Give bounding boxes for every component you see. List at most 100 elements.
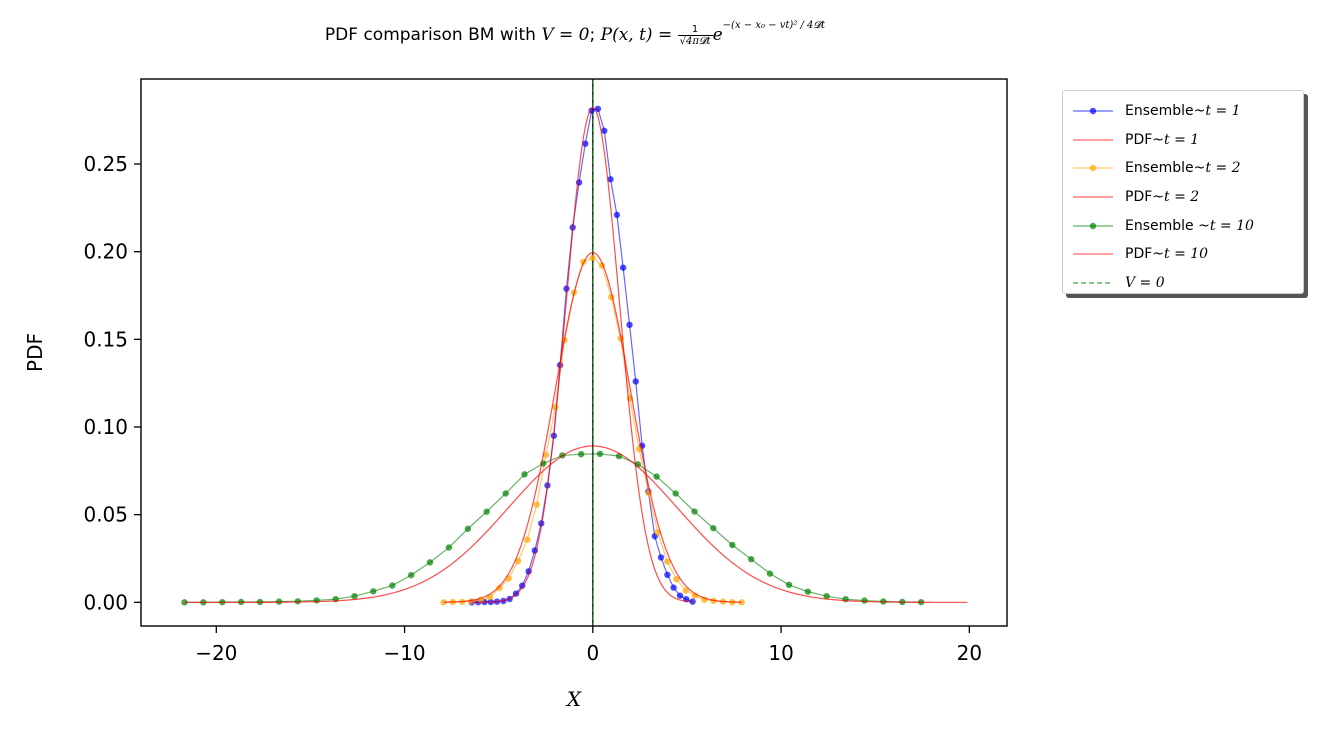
legend-label-math: t = 2: [1205, 160, 1241, 177]
data-point-ensemble-t-10: [804, 588, 812, 595]
data-point-ensemble-t-10: [653, 473, 660, 480]
data-point-ensemble-t-10: [483, 508, 490, 515]
data-point-ensemble-t-2: [496, 584, 503, 592]
data-point-ensemble-t-10: [502, 490, 509, 497]
data-point-ensemble-t-1: [657, 554, 665, 561]
legend-label: V = 0: [1125, 275, 1165, 291]
x-axis-label: X: [565, 687, 582, 711]
legend-item: V = 0: [1071, 269, 1295, 298]
title-exp-base: e: [712, 25, 723, 45]
legend-label-prefix: PDF~: [1125, 246, 1165, 263]
x-tick-label: 10: [768, 641, 793, 665]
axes-frame: [140, 78, 1008, 627]
data-point-ensemble-t-10: [710, 524, 717, 532]
data-point-ensemble-t-10: [766, 570, 774, 577]
x-tick-label: 20: [957, 641, 982, 665]
ticks-layer: −20 −10 0 10 20 0.00 0.05 0.10 0.15 0.20 0.25: [83, 152, 982, 665]
x-tick-label: 0: [586, 641, 599, 665]
legend-swatch: [1073, 108, 1113, 115]
x-tick-label: −20: [195, 641, 237, 665]
legend-swatch: [1073, 222, 1113, 229]
data-point-ensemble-t-10: [407, 571, 415, 579]
legend: Ensemble~t = 1 PDF~t = 1 Ensemble~t = 2 PDF…: [1062, 90, 1304, 294]
legend-swatch: [1073, 139, 1113, 141]
data-point-ensemble-t-2: [738, 599, 745, 606]
data-point-ensemble-t-2: [673, 575, 680, 583]
data-point-ensemble-t-1: [664, 571, 671, 579]
series-line-ensemble-t-10: [184, 453, 922, 603]
data-point-ensemble-t-2: [589, 254, 596, 262]
legend-label-prefix: PDF~: [1125, 189, 1165, 206]
data-point-ensemble-t-2: [663, 558, 671, 565]
title-condition: V = 0: [541, 25, 590, 45]
data-point-ensemble-t-2: [533, 501, 540, 508]
title-separator: ;: [589, 25, 601, 45]
legend-label-math: t = 2: [1164, 189, 1200, 206]
y-axis-label: PDF: [23, 333, 47, 372]
data-point-ensemble-t-2: [514, 557, 522, 565]
data-point-ensemble-t-1: [582, 140, 589, 147]
title-formula-lhs: P(x, t) =: [600, 25, 678, 45]
data-point-ensemble-t-10: [294, 598, 302, 605]
x-tick-label: −10: [383, 641, 425, 665]
data-point-ensemble-t-1: [601, 127, 608, 134]
chart-title: PDF comparison BM with V = 0; P(x, t) = …: [0, 20, 1150, 47]
data-point-ensemble-t-2: [524, 536, 531, 543]
data-point-ensemble-t-10: [691, 508, 698, 515]
data-point-ensemble-t-2: [710, 597, 717, 605]
data-point-ensemble-t-10: [823, 593, 830, 600]
legend-swatch: [1073, 196, 1113, 198]
data-point-ensemble-t-1: [563, 285, 570, 292]
data-point-ensemble-t-10: [842, 595, 849, 603]
data-point-ensemble-t-10: [313, 597, 320, 604]
data-point-ensemble-t-1: [588, 107, 595, 114]
title-exponent: −(x − x₀ − vt)² / 4𝓓t: [722, 20, 826, 31]
title-frac-numerator: 1: [677, 24, 713, 36]
legend-label-prefix: Ensemble~: [1125, 103, 1206, 120]
legend-label-math: V = 0: [1125, 274, 1165, 291]
data-point-ensemble-t-1: [619, 264, 627, 271]
series-line-pdf-t-10: [184, 445, 968, 603]
data-point-ensemble-t-2: [542, 451, 550, 459]
data-point-ensemble-t-10: [445, 544, 453, 551]
data-point-ensemble-t-10: [729, 541, 736, 549]
legend-label-prefix: PDF~: [1125, 131, 1165, 148]
data-point-ensemble-t-10: [426, 559, 434, 566]
y-tick-label: 0.00: [83, 590, 128, 614]
data-point-ensemble-t-10: [351, 593, 358, 600]
series-line-pdf-t-2: [443, 252, 742, 603]
title-frac-denominator: √4π𝓓t: [679, 35, 711, 47]
y-tick-label: 0.25: [83, 152, 128, 176]
legend-label: PDF~t = 2: [1125, 189, 1199, 205]
legend-label-math: t = 10: [1209, 217, 1254, 234]
legend-label: Ensemble~t = 1: [1125, 103, 1241, 119]
y-tick-label: 0.15: [83, 327, 128, 351]
data-point-ensemble-t-1: [626, 321, 633, 328]
legend-item: Ensemble ~t = 10: [1071, 211, 1295, 240]
series-line-pdf-t-1: [471, 107, 693, 603]
data-point-ensemble-t-10: [747, 556, 755, 563]
legend-item: PDF~t = 1: [1071, 126, 1295, 155]
legend-label: PDF~t = 10: [1125, 246, 1208, 262]
series-layer: [181, 79, 968, 626]
legend-swatch: [1073, 282, 1113, 284]
legend-label-math: t = 10: [1164, 246, 1209, 263]
y-tick-label: 0.10: [83, 415, 128, 439]
data-point-ensemble-t-10: [389, 582, 396, 589]
data-point-ensemble-t-10: [596, 450, 604, 458]
legend-label-math: t = 1: [1164, 131, 1200, 148]
legend-label-math: t = 1: [1205, 103, 1241, 120]
legend-item: Ensemble~t = 1: [1071, 97, 1295, 126]
legend-label-prefix: Ensemble ~: [1125, 217, 1210, 234]
data-point-ensemble-t-1: [594, 105, 602, 113]
legend-item: Ensemble~t = 2: [1071, 154, 1295, 183]
y-tick-label: 0.20: [83, 240, 128, 264]
data-point-ensemble-t-2: [440, 599, 447, 606]
data-point-ensemble-t-1: [613, 211, 621, 219]
data-point-ensemble-t-10: [861, 597, 868, 604]
data-point-ensemble-t-1: [632, 378, 639, 385]
data-point-ensemble-t-10: [464, 525, 472, 533]
data-point-ensemble-t-2: [682, 587, 690, 594]
